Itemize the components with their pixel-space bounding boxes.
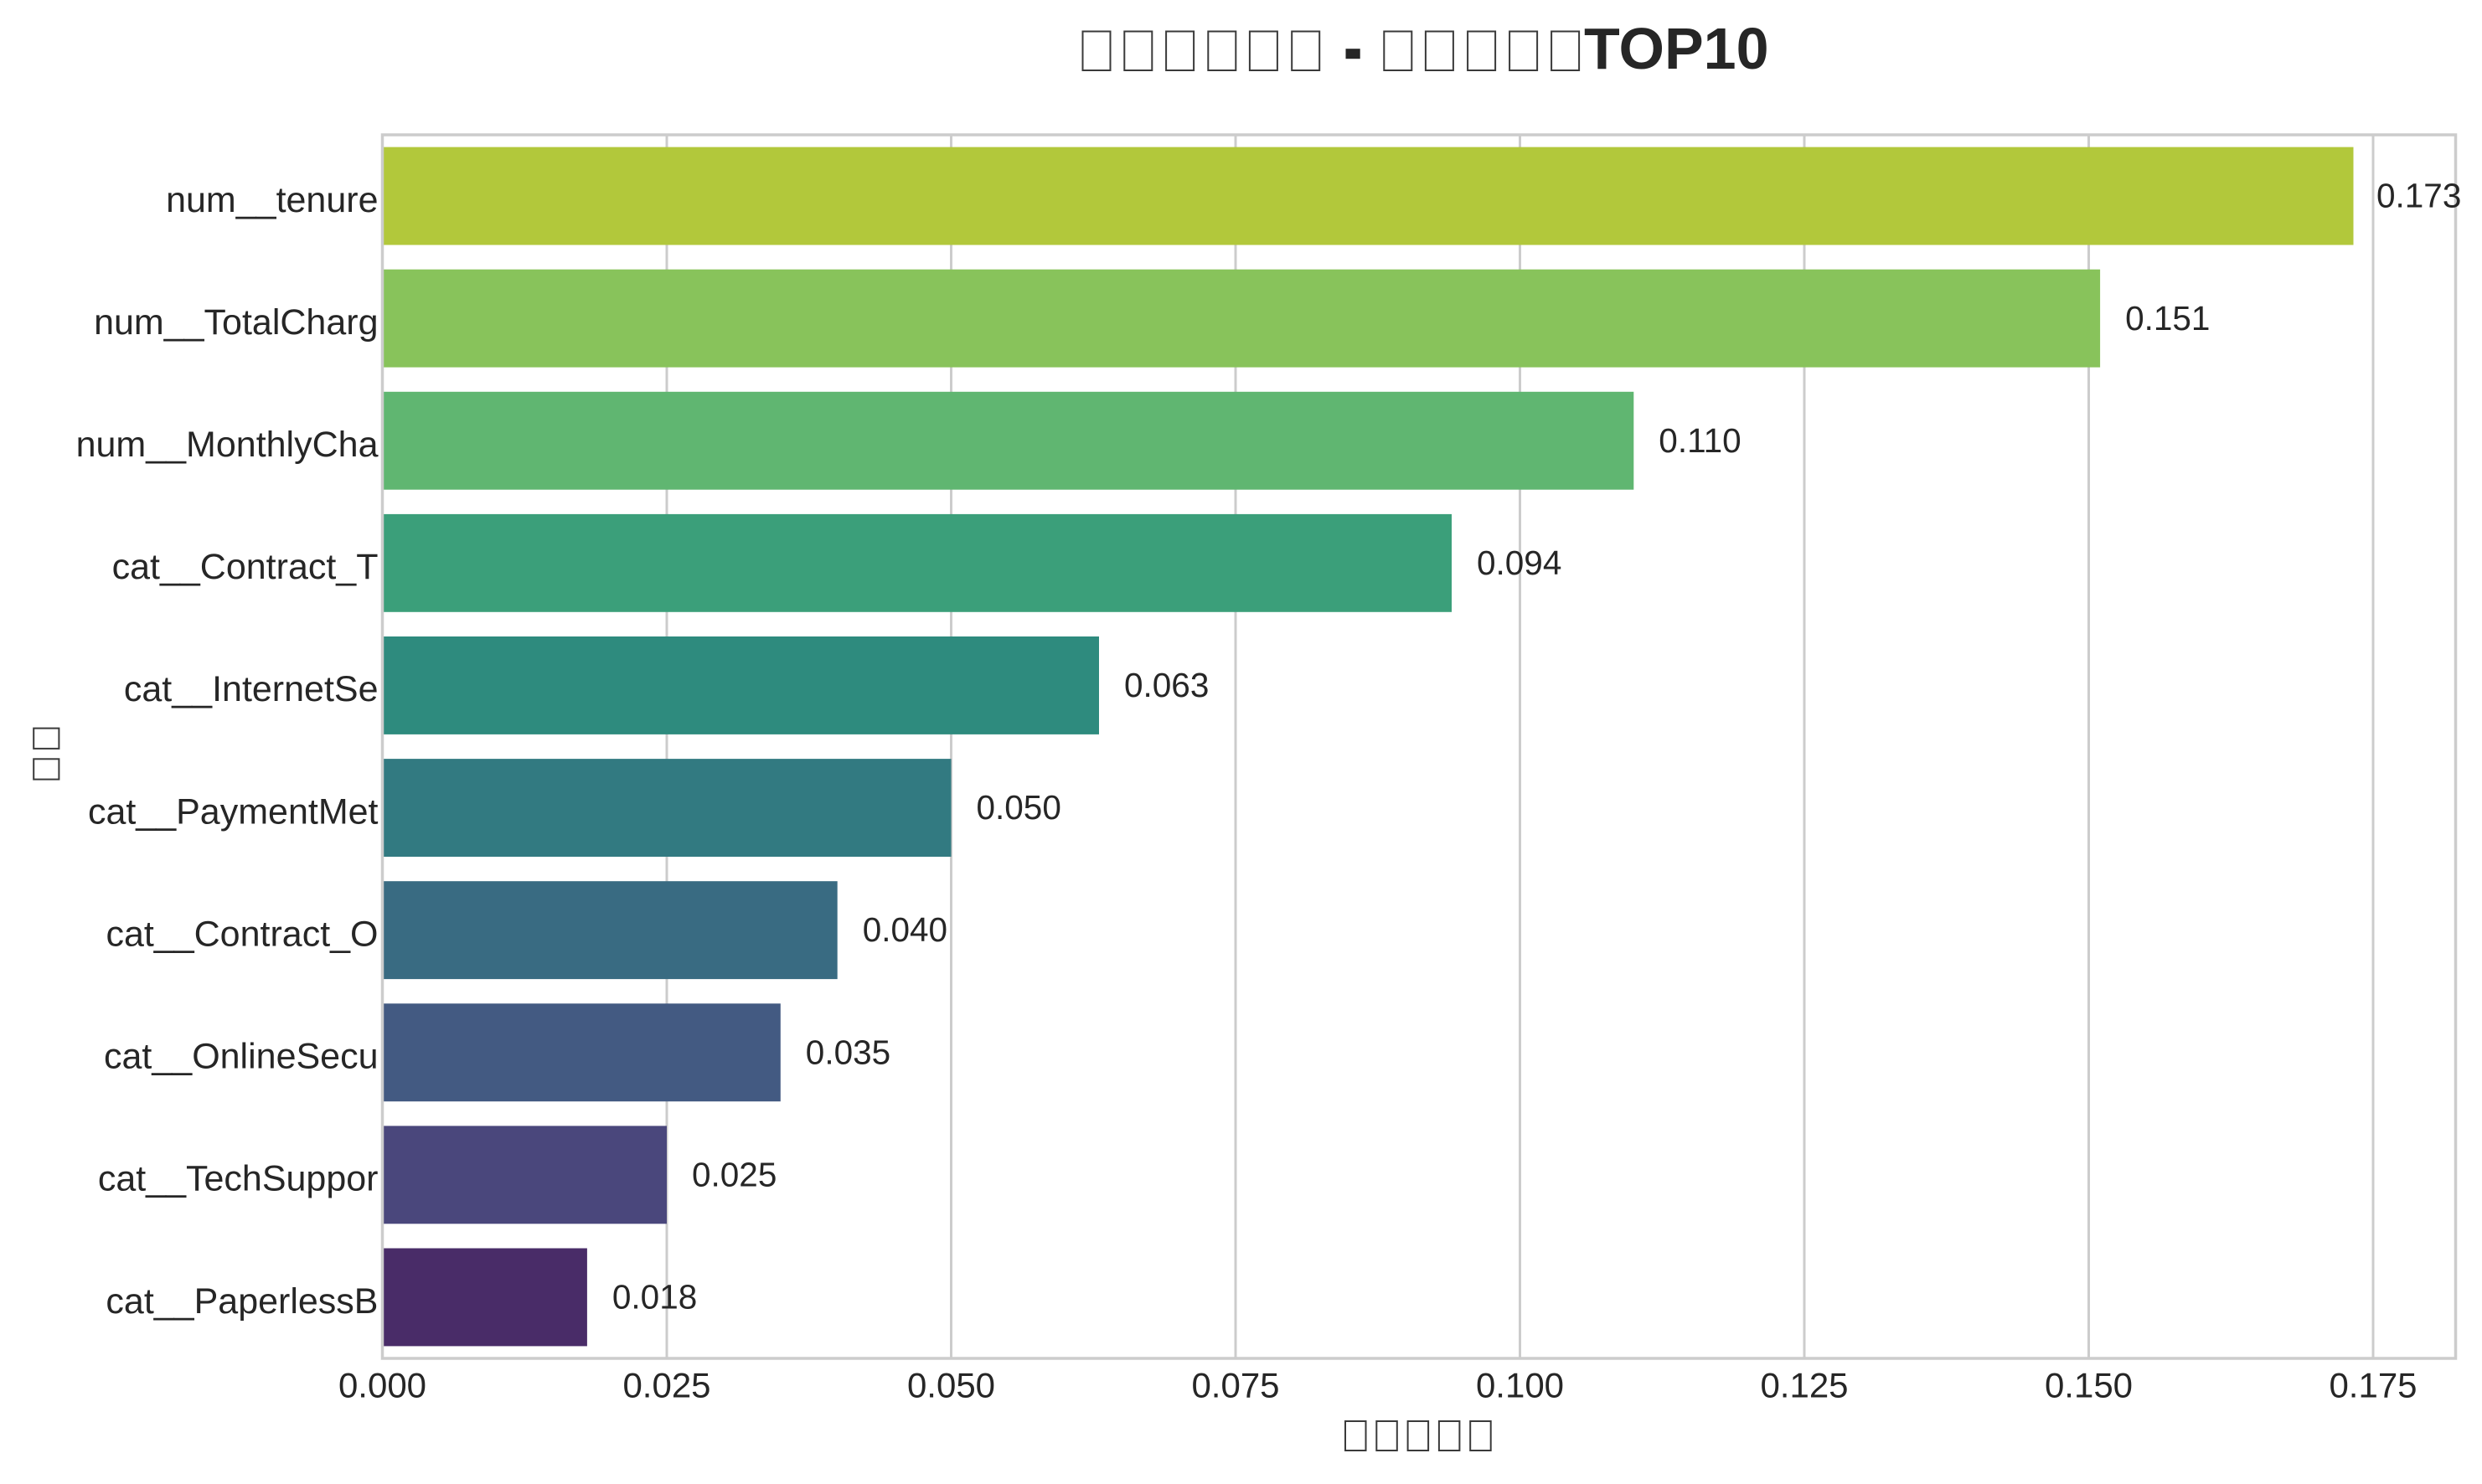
svg-text:cat__PaymentMet: cat__PaymentMet: [88, 791, 379, 832]
svg-text:0.040: 0.040: [863, 910, 947, 949]
svg-text:0.094: 0.094: [1477, 544, 1561, 582]
svg-text:0.035: 0.035: [806, 1033, 890, 1071]
svg-text:0.050: 0.050: [907, 1366, 995, 1405]
svg-text:0.075: 0.075: [1191, 1366, 1279, 1405]
svg-text:num__tenure: num__tenure: [166, 180, 378, 220]
svg-text:0.110: 0.110: [1659, 421, 1741, 460]
svg-text:cat__Contract_O: cat__Contract_O: [106, 915, 378, 955]
svg-text:cat__Contract_T: cat__Contract_T: [112, 547, 379, 587]
svg-text:0.151: 0.151: [2125, 299, 2210, 338]
svg-text:cat__InternetSe: cat__InternetSe: [124, 669, 379, 709]
svg-text:0.150: 0.150: [2045, 1366, 2133, 1405]
svg-text:0.175: 0.175: [2329, 1366, 2417, 1405]
svg-text:cat__TechSuppor: cat__TechSuppor: [98, 1159, 379, 1199]
svg-text:0.125: 0.125: [1760, 1366, 1848, 1405]
svg-text:0.050: 0.050: [977, 788, 1061, 827]
svg-text:0.025: 0.025: [692, 1155, 777, 1193]
svg-text:num__TotalCharg: num__TotalCharg: [94, 302, 378, 343]
svg-text:num__MonthlyCha: num__MonthlyCha: [76, 425, 379, 465]
svg-text:0.063: 0.063: [1124, 666, 1209, 704]
svg-text:cat__PaperlessB: cat__PaperlessB: [106, 1281, 378, 1322]
svg-text:0.000: 0.000: [338, 1366, 426, 1405]
svg-text:0.018: 0.018: [612, 1278, 697, 1317]
svg-text:cat__OnlineSecu: cat__OnlineSecu: [104, 1037, 379, 1077]
svg-text:TOP10: TOP10: [1584, 16, 1769, 81]
svg-text:0.173: 0.173: [2376, 177, 2461, 215]
svg-text:0.025: 0.025: [622, 1366, 710, 1405]
svg-text:0.100: 0.100: [1476, 1366, 1564, 1405]
